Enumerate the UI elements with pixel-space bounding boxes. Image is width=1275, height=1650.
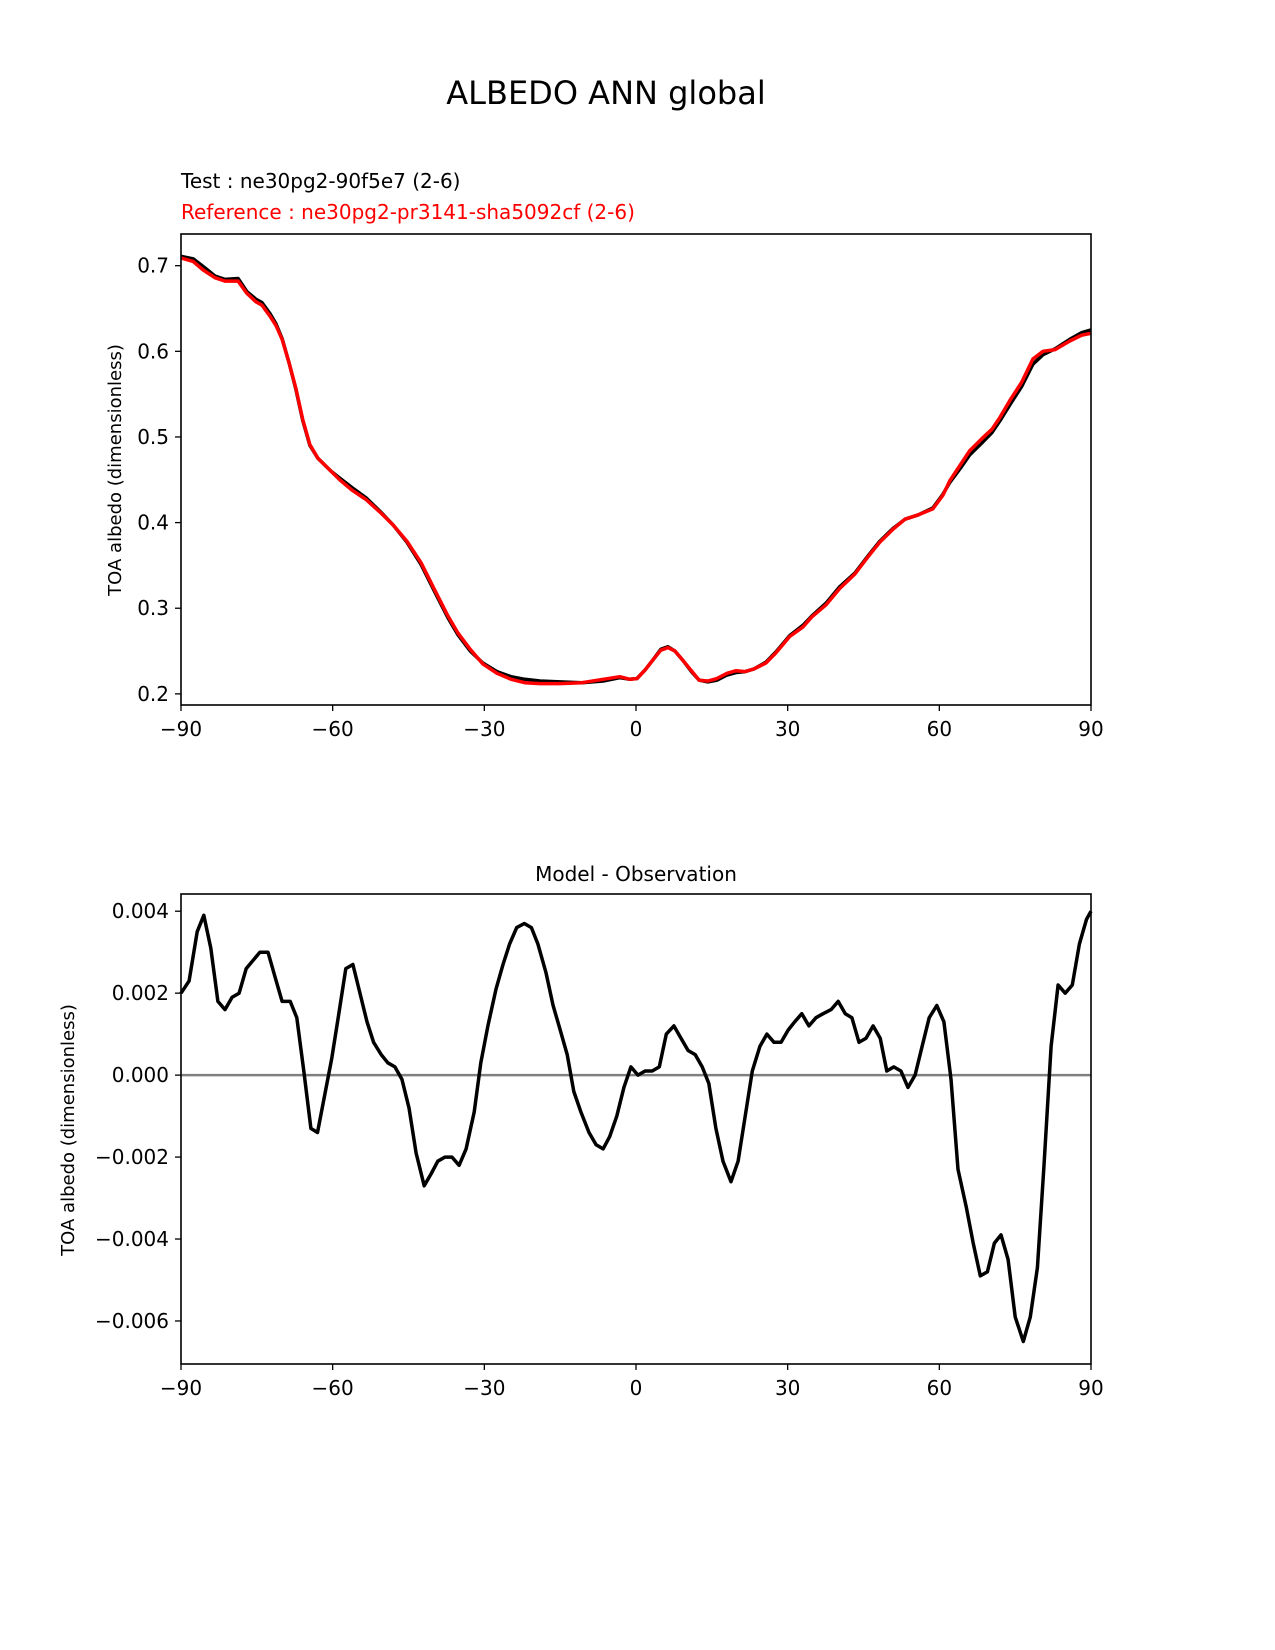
- x-tick-label: −60: [312, 717, 354, 741]
- x-tick-label: 90: [1078, 717, 1103, 741]
- x-tick-label: −90: [160, 717, 202, 741]
- x-tick-label: 60: [927, 1376, 952, 1400]
- y-tick-label: 0.4: [137, 511, 169, 535]
- x-tick-label: 90: [1078, 1376, 1103, 1400]
- figure-title: ALBEDO ANN global: [446, 74, 765, 112]
- y-tick-label: −0.004: [95, 1227, 169, 1251]
- x-tick-label: 0: [630, 1376, 643, 1400]
- bottom-y-axis-label: TOA albedo (dimensionless): [58, 1004, 79, 1257]
- y-tick-label: 0.002: [112, 981, 169, 1005]
- x-tick-label: 60: [927, 717, 952, 741]
- x-tick-label: −30: [463, 1376, 505, 1400]
- x-tick-label: 30: [775, 1376, 800, 1400]
- x-tick-label: −60: [312, 1376, 354, 1400]
- x-tick-label: −30: [463, 717, 505, 741]
- plot-frame: [180, 233, 1092, 706]
- x-tick-label: −90: [160, 1376, 202, 1400]
- y-tick-label: 0.004: [112, 899, 169, 923]
- diff-plot-title: Model - Observation: [535, 862, 737, 886]
- reference-label: Reference : ne30pg2-pr3141-sha5092cf (2-…: [181, 200, 635, 224]
- diff-plot: −90 −60 −30 0 30 60 90 0.004 0.002 0.000 −0.002 −0.…: [95, 893, 1104, 1400]
- x-tick-label: 0: [630, 717, 643, 741]
- x-tick-label: 30: [775, 717, 800, 741]
- y-tick-label: 0.000: [112, 1063, 169, 1087]
- top-plot: −90 −60 −30 0 30 60 90 0.2 0.3 0.4 0.5 0.6 0.7: [137, 233, 1104, 741]
- y-tick-label: 0.6: [137, 339, 169, 363]
- y-tick-label: 0.3: [137, 596, 169, 620]
- y-tick-label: −0.006: [95, 1309, 169, 1333]
- y-tick-label: 0.2: [137, 682, 169, 706]
- series-line-difference: [179, 910, 1093, 1344]
- series-line-test: [180, 254, 1092, 685]
- y-tick-label: 0.5: [137, 425, 169, 449]
- top-y-axis-label: TOA albedo (dimensionless): [105, 344, 126, 597]
- test-label: Test : ne30pg2-90f5e7 (2-6): [180, 169, 460, 193]
- y-tick-label: −0.002: [95, 1145, 169, 1169]
- series-line-reference: [180, 256, 1092, 686]
- y-tick-label: 0.7: [137, 254, 169, 278]
